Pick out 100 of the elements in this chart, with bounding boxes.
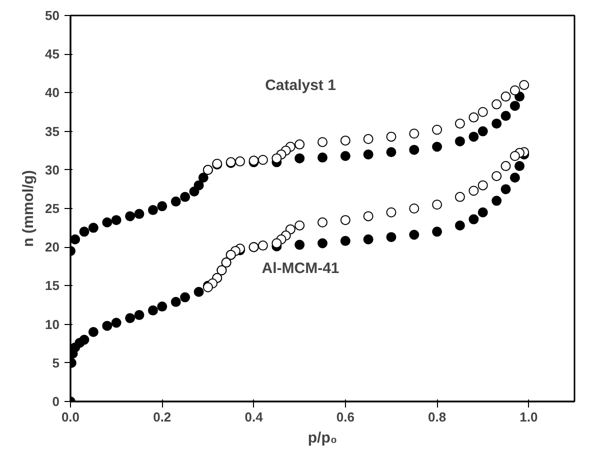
point xyxy=(468,112,479,122)
point xyxy=(294,153,305,164)
point xyxy=(194,180,204,190)
point xyxy=(363,134,374,144)
y-tick-label: 15 xyxy=(45,278,60,294)
point xyxy=(88,327,98,338)
point xyxy=(409,230,420,240)
y-tick-label: 45 xyxy=(45,46,60,62)
point xyxy=(102,217,112,228)
point xyxy=(454,136,465,146)
point xyxy=(79,334,90,345)
y-tick-label: 20 xyxy=(45,240,60,255)
x-tick-label: 0.6 xyxy=(336,410,354,424)
point xyxy=(409,128,420,139)
point xyxy=(340,136,350,146)
x-tick-label: 0.2 xyxy=(153,410,172,424)
point xyxy=(148,205,158,216)
point xyxy=(157,201,168,212)
point xyxy=(148,305,158,316)
point xyxy=(170,296,181,307)
point xyxy=(318,152,328,163)
y-tick-label: 25 xyxy=(45,201,60,216)
point xyxy=(492,196,502,206)
point xyxy=(492,118,502,129)
point xyxy=(88,222,98,233)
point xyxy=(272,238,282,248)
y-tick-label: 40 xyxy=(45,85,60,100)
point xyxy=(318,137,328,148)
point xyxy=(386,147,396,158)
point xyxy=(500,184,511,194)
point xyxy=(340,236,350,246)
point xyxy=(500,161,511,172)
point xyxy=(478,180,488,190)
point xyxy=(70,234,80,244)
point xyxy=(102,320,112,331)
point xyxy=(432,226,442,237)
point xyxy=(318,238,328,248)
x-axis-title: p/p₀ xyxy=(308,430,338,446)
y-tick-label: 50 xyxy=(45,8,60,23)
point xyxy=(111,215,122,226)
point xyxy=(478,126,488,136)
point xyxy=(272,153,282,164)
point xyxy=(134,208,144,219)
point xyxy=(519,80,530,90)
point xyxy=(468,214,479,224)
point xyxy=(170,196,181,207)
point xyxy=(454,192,465,202)
point xyxy=(492,99,502,110)
point xyxy=(111,318,122,328)
annotation: Al-MCM-41 xyxy=(262,260,340,277)
point xyxy=(468,132,479,142)
y-tick-label: 10 xyxy=(45,316,60,332)
point xyxy=(386,232,396,242)
point xyxy=(409,144,420,155)
point xyxy=(294,220,305,230)
point xyxy=(180,292,190,302)
point xyxy=(510,100,520,111)
point xyxy=(468,186,479,196)
point xyxy=(363,234,374,244)
x-tick-label: 0.4 xyxy=(244,410,264,424)
point xyxy=(194,286,204,297)
point xyxy=(363,149,374,160)
point xyxy=(235,156,246,166)
point xyxy=(432,142,442,152)
point xyxy=(432,124,442,135)
y-axis-title: n (mmol/g) xyxy=(20,170,38,247)
point xyxy=(125,313,136,324)
point xyxy=(363,211,374,222)
point xyxy=(180,192,190,202)
point xyxy=(492,171,502,182)
point xyxy=(409,204,420,214)
point xyxy=(510,151,520,161)
point xyxy=(198,172,208,183)
y-tick-label: 30 xyxy=(45,162,60,178)
x-tick-label: 1.0 xyxy=(520,410,538,424)
point xyxy=(294,139,305,150)
point xyxy=(386,132,396,142)
annotation: Catalyst 1 xyxy=(265,77,336,94)
point xyxy=(318,217,328,228)
point xyxy=(340,215,350,226)
point xyxy=(125,211,136,222)
x-tick-label: 0.8 xyxy=(428,410,446,424)
y-tick-label: 0 xyxy=(52,394,60,409)
point xyxy=(340,151,350,161)
y-tick-label: 5 xyxy=(52,355,60,370)
y-tick-label: 35 xyxy=(45,124,60,139)
point xyxy=(454,118,465,129)
x-tick-label: 0.0 xyxy=(61,410,80,424)
point xyxy=(258,240,268,251)
point xyxy=(478,107,488,117)
point xyxy=(432,200,442,210)
point xyxy=(500,110,511,121)
point xyxy=(510,172,520,183)
point xyxy=(134,310,144,320)
point xyxy=(514,161,525,172)
point xyxy=(294,240,305,250)
point xyxy=(478,207,488,218)
point xyxy=(454,220,465,230)
point xyxy=(79,226,90,237)
point xyxy=(500,92,511,102)
